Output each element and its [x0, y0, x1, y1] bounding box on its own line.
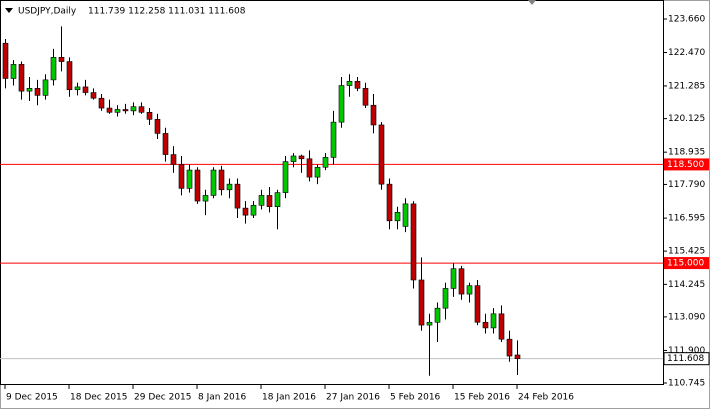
candle-body [50, 57, 57, 81]
candle-body [466, 285, 473, 295]
candle-body [34, 88, 41, 96]
x-tick-label: 29 Dec 2015 [134, 393, 192, 403]
candle-body [370, 104, 377, 126]
candle-body [362, 88, 369, 106]
candle-body [154, 119, 161, 134]
candle-body [234, 183, 241, 209]
y-tick-label: 123.660 [668, 14, 705, 24]
candle-body [210, 169, 217, 196]
candle-body [2, 42, 9, 79]
candle-body [106, 107, 113, 113]
candle-body [74, 86, 81, 91]
candle-body [290, 155, 297, 162]
candle-body [474, 285, 481, 323]
candle-body [242, 207, 249, 216]
candle-body [402, 203, 409, 227]
candle-body [314, 166, 321, 178]
y-tick-label: 111.900 [668, 346, 705, 356]
candle-body [194, 169, 201, 202]
candle-body [18, 64, 25, 92]
candle-body [306, 158, 313, 178]
candle-body [274, 192, 281, 208]
y-tick-label: 121.285 [668, 81, 705, 91]
candle-body [410, 203, 417, 281]
x-tick-label: 18 Jan 2016 [262, 393, 316, 403]
candle-body [386, 183, 393, 222]
candle-body [338, 85, 345, 123]
dropdown-icon[interactable] [5, 8, 13, 13]
candle-body [450, 268, 457, 289]
candle-body [490, 313, 497, 329]
candle-body [226, 183, 233, 191]
candle-body [82, 86, 89, 93]
last-price-label: 111.608 [667, 354, 704, 364]
ohlc-text: 111.739 112.258 111.031 111.608 [88, 7, 246, 17]
candle-body [98, 97, 105, 109]
candle-body [514, 354, 521, 359]
y-tick-label: 122.470 [668, 48, 705, 58]
x-tick-label: 24 Feb 2016 [518, 393, 574, 403]
x-tick-label: 9 Dec 2015 [6, 393, 58, 403]
candle-body [122, 109, 129, 112]
candle-body [26, 88, 33, 92]
candle-body [266, 195, 273, 208]
shift-marker [528, 0, 536, 5]
candle-body [114, 109, 121, 113]
y-tick-label: 115.425 [668, 247, 705, 257]
price-tag-label: 118.500 [667, 160, 704, 170]
last-price-tag [663, 352, 710, 366]
candle-body [346, 80, 353, 86]
x-tick-label: 15 Feb 2016 [454, 393, 510, 403]
y-tick-label: 117.790 [668, 180, 705, 190]
candle-body [378, 124, 385, 185]
y-tick-label: 110.745 [668, 378, 705, 388]
candle-body [354, 80, 361, 89]
candle-body [138, 106, 145, 113]
candle-body [250, 204, 257, 216]
price-tag [664, 158, 709, 171]
candle-body [42, 79, 49, 96]
candle-body [146, 111, 153, 120]
candle-body [162, 133, 169, 155]
candle-body [498, 313, 505, 340]
candle-body [202, 195, 209, 202]
x-tick-label: 27 Jan 2016 [326, 393, 380, 403]
candle-body [394, 212, 401, 222]
candle-body [90, 92, 97, 99]
candle-body [282, 161, 289, 193]
candle-body [218, 169, 225, 191]
candle-body [10, 64, 17, 79]
candle-body [298, 155, 305, 160]
candle-body [178, 164, 185, 189]
candle-body [330, 121, 337, 158]
candle-body [58, 57, 65, 62]
candle-body [130, 106, 137, 112]
candle-body [186, 169, 193, 189]
x-tick-label: 5 Feb 2016 [390, 393, 441, 403]
candle-body [418, 279, 425, 326]
candle-body [458, 268, 465, 295]
candle-body [258, 195, 265, 206]
candle-body [482, 321, 489, 329]
candle-body [322, 157, 329, 168]
plot-border [0, 0, 664, 385]
candle-body [434, 307, 441, 323]
y-tick-label: 116.595 [668, 214, 705, 224]
candle-body [506, 338, 513, 357]
candle-body [442, 288, 449, 309]
x-tick-label: 8 Jan 2016 [198, 393, 246, 403]
y-tick-label: 114.245 [668, 280, 705, 290]
x-tick-label: 18 Dec 2015 [70, 393, 128, 403]
y-tick-label: 113.090 [668, 312, 705, 322]
y-tick-label: 118.935 [668, 148, 705, 158]
candle-body [66, 61, 73, 91]
candle-body [170, 154, 177, 165]
symbol-label: USDJPY,Daily [18, 7, 77, 17]
candle-body [426, 321, 433, 326]
price-tag [664, 257, 709, 270]
price-tag-label: 115.000 [667, 259, 704, 269]
y-tick-label: 120.125 [668, 114, 705, 124]
